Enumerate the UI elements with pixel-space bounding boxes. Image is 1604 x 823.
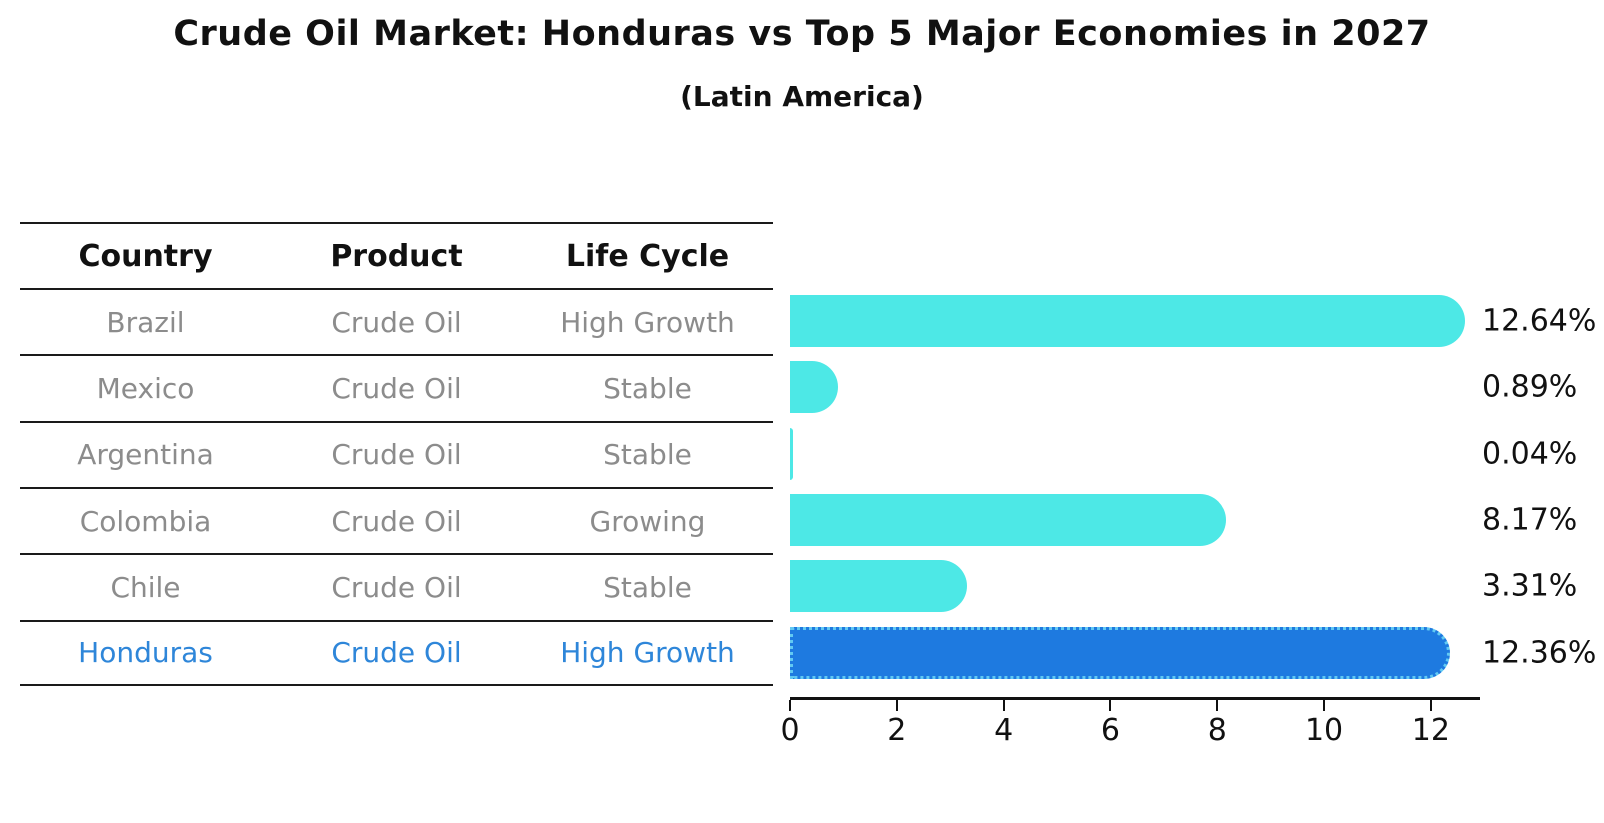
- cell-product: Crude Oil: [331, 504, 462, 538]
- cell-product: Crude Oil: [331, 438, 462, 472]
- table-row-mexico: Mexico Crude Oil Stable: [20, 354, 773, 420]
- header-cell-country: Country: [78, 238, 213, 274]
- cell-life-cycle: Stable: [603, 570, 692, 604]
- tick-mark: [1216, 700, 1219, 711]
- tick-label: 4: [994, 713, 1014, 748]
- cell-country: Chile: [110, 570, 181, 604]
- tick-label: 0: [780, 713, 800, 748]
- value-label-argentina: 0.04%: [1482, 436, 1578, 472]
- value-label-mexico: 0.89%: [1482, 369, 1578, 405]
- tick-mark: [1323, 700, 1326, 711]
- table-header-row: Country Product Life Cycle: [20, 222, 773, 288]
- cell-country: Argentina: [77, 438, 214, 472]
- table-row-chile: Chile Crude Oil Stable: [20, 553, 773, 619]
- bar-row-argentina: 0.04%: [790, 421, 1577, 487]
- tick-label: 10: [1304, 713, 1344, 748]
- bar-row-brazil: 12.64%: [790, 288, 1596, 354]
- chart-title: Crude Oil Market: Honduras vs Top 5 Majo…: [173, 14, 1431, 54]
- bar-row-chile: 3.31%: [790, 553, 1577, 619]
- table-row-honduras: Honduras Crude Oil High Growth: [20, 619, 773, 686]
- value-label-colombia: 8.17%: [1482, 502, 1578, 538]
- cell-life-cycle: High Growth: [560, 305, 735, 339]
- table-row-brazil: Brazil Crude Oil High Growth: [20, 288, 773, 354]
- cell-country: Mexico: [96, 371, 195, 405]
- cell-country: Honduras: [78, 636, 213, 670]
- cell-product: Crude Oil: [331, 305, 462, 339]
- value-label-chile: 3.31%: [1482, 568, 1578, 604]
- bar-row-mexico: 0.89%: [790, 354, 1577, 420]
- value-label-honduras: 12.36%: [1482, 635, 1597, 671]
- cell-country: Brazil: [106, 305, 185, 339]
- bar-row-colombia: 8.17%: [790, 487, 1577, 553]
- header-cell-life-cycle: Life Cycle: [565, 238, 730, 274]
- tick-mark: [1429, 700, 1432, 711]
- tick-mark: [1109, 700, 1112, 711]
- cell-product: Crude Oil: [331, 570, 462, 604]
- table-row-colombia: Colombia Crude Oil Growing: [20, 486, 773, 553]
- bar-row-honduras: 12.36%: [790, 620, 1596, 686]
- tick-label: 2: [887, 713, 907, 748]
- tick-mark: [1002, 700, 1005, 711]
- bar-colombia: [790, 493, 1227, 546]
- cell-life-cycle: Stable: [603, 438, 692, 472]
- cell-product: Crude Oil: [331, 636, 462, 670]
- bar-honduras: [790, 626, 1451, 679]
- tick-mark: [895, 700, 898, 711]
- chart-subtitle: (Latin America): [680, 80, 924, 113]
- cell-life-cycle: Stable: [603, 371, 692, 405]
- bar-chile: [790, 560, 967, 613]
- bar-brazil: [790, 295, 1466, 347]
- country-table: Country Product Life Cycle Brazil Crude …: [20, 222, 773, 686]
- tick-label: 12: [1411, 713, 1450, 748]
- x-axis: 0 2 4 6 8 10 12: [780, 697, 1480, 757]
- header-cell-product: Product: [330, 238, 463, 274]
- tick-label: 6: [1100, 713, 1120, 748]
- table-row-argentina: Argentina Crude Oil Stable: [20, 420, 773, 487]
- chart-header: Crude Oil Market: Honduras vs Top 5 Majo…: [0, 14, 1604, 113]
- cell-life-cycle: Growing: [589, 504, 706, 538]
- bar-chart: 12.64% 0.89% 0.04% 8.17% 3.31% 12.36%: [790, 288, 1596, 686]
- cell-country: Colombia: [79, 504, 212, 538]
- tick-mark: [789, 700, 791, 711]
- bar-argentina: [790, 427, 793, 480]
- cell-product: Crude Oil: [331, 371, 462, 405]
- bar-mexico: [790, 361, 838, 414]
- value-label-brazil: 12.64%: [1482, 303, 1597, 339]
- tick-label: 8: [1207, 713, 1227, 748]
- cell-life-cycle: High Growth: [560, 636, 735, 670]
